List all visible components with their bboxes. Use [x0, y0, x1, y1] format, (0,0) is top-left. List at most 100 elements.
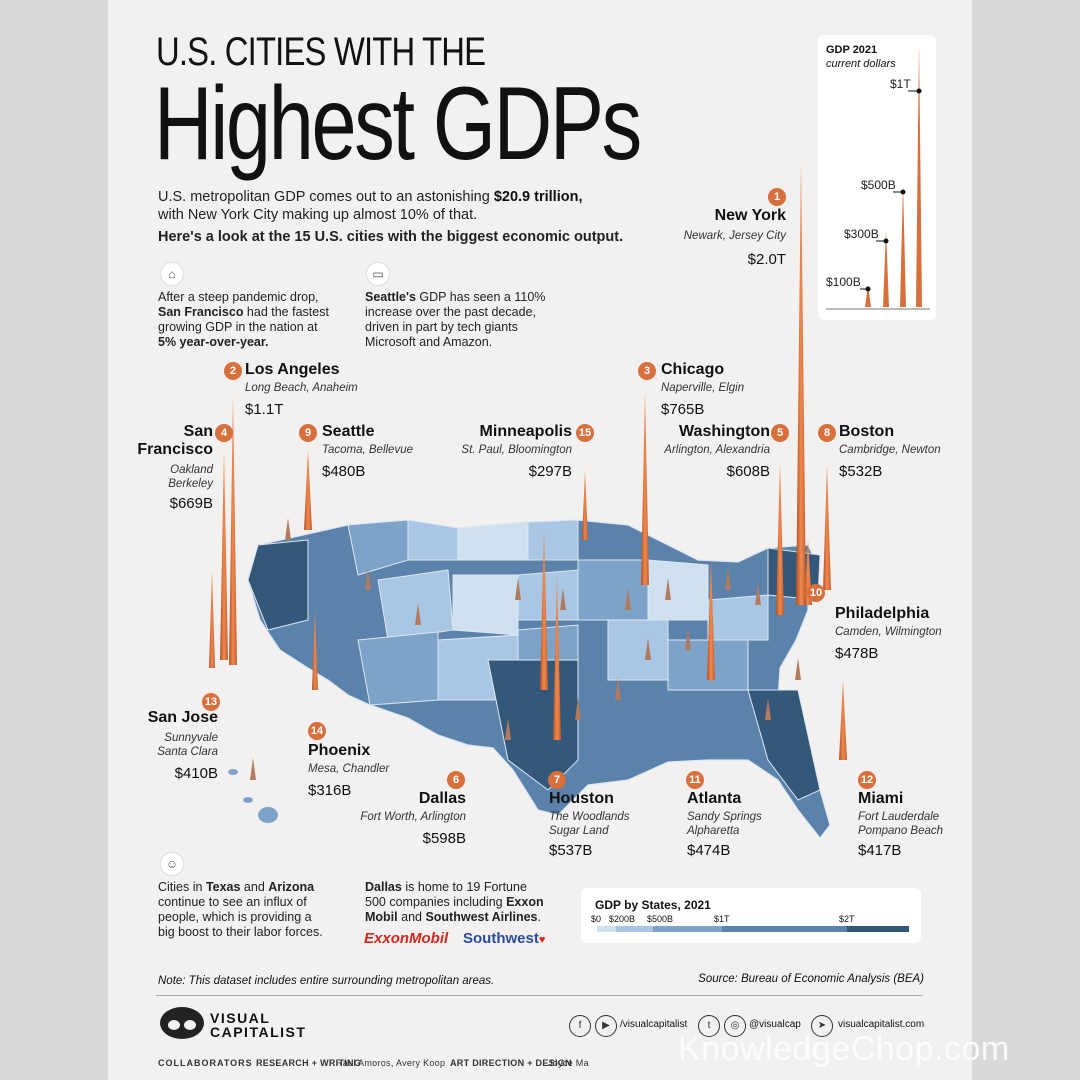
minor-city-spike	[625, 588, 631, 610]
intro-line-2: with New York City making up almost 10% …	[158, 207, 478, 223]
gdp-label-500b: $500B	[861, 178, 896, 192]
rank-badge-9: 9	[299, 424, 317, 442]
city-label-san-jose: San Jose Sunnyvale Santa Clara $410B	[147, 709, 218, 782]
minor-city-spike	[615, 678, 621, 700]
footnote: Note: This dataset includes entire surro…	[158, 975, 495, 987]
rank-badge-1: 1	[768, 188, 786, 206]
legend-tick-200b: $200B	[609, 914, 636, 924]
city-label-boston: Boston Cambridge, Newton $532B	[839, 423, 941, 480]
city-label-chicago: Chicago Naperville, Elgin $765B	[661, 361, 745, 418]
minor-city-spike	[415, 603, 421, 625]
city-label-los-angeles: Los Angeles Long Beach, Anaheim $1.1T	[245, 361, 358, 418]
gdp-scale-title: GDP 2021	[826, 44, 878, 56]
city-label-atlanta: Atlanta Sandy Springs Alpharetta $474B	[687, 790, 762, 859]
spike-miami	[839, 680, 847, 760]
rank-badge-4: 4	[215, 424, 233, 442]
gdp-scale-box: GDP 2021 current dollars $1T $500B $300B…	[818, 35, 936, 320]
spike-boston	[823, 465, 831, 590]
spike-los-angeles	[229, 395, 237, 665]
spike-houston	[553, 575, 561, 740]
title-line-1: U.S. CITIES WITH THE	[156, 30, 486, 74]
credits-ad-label: ART DIRECTION + DESIGN	[450, 1058, 572, 1068]
visual-capitalist-logo-icon	[160, 1007, 204, 1039]
city-label-dallas: Dallas Fort Worth, Arlington $598B	[360, 790, 466, 847]
facebook-icon[interactable]: f	[569, 1015, 591, 1037]
legend-tick-2t: $2T	[839, 914, 855, 924]
people-icon: ☺	[160, 852, 184, 876]
city-label-miami: Miami Fort Lauderdale Pompano Beach $417…	[858, 790, 944, 859]
rank-badge-8: 8	[818, 424, 836, 442]
rank-badge-6: 6	[447, 771, 465, 789]
cursor-icon[interactable]: ➤	[811, 1015, 833, 1037]
legend-tick-1t: $1T	[714, 914, 730, 924]
note-seattle: Seattle's GDP has seen a 110% increase o…	[365, 290, 546, 349]
spike-san-jose	[209, 570, 215, 668]
spike-dallas	[540, 530, 548, 690]
city-label-seattle: Seattle Tacoma, Bellevue $480B	[322, 423, 413, 480]
spike-washington	[776, 462, 784, 615]
note-san-francisco: After a steep pandemic drop, San Francis…	[158, 290, 329, 349]
rank-badge-5: 5	[771, 424, 789, 442]
gdp-scale-spikes	[826, 43, 930, 310]
minor-city-spike	[285, 518, 291, 540]
us-map	[209, 162, 847, 839]
intro-line-1: U.S. metropolitan GDP comes out to an as…	[158, 189, 583, 205]
legend-color-bar	[597, 926, 909, 932]
minor-city-spike	[505, 718, 511, 740]
social-handle-1[interactable]: /visualcapitalist	[620, 1019, 688, 1030]
credits-rw-label: RESEARCH + WRITING	[256, 1058, 362, 1068]
youtube-icon[interactable]: ▶	[595, 1015, 617, 1037]
rank-badge-13: 13	[202, 693, 220, 711]
rank-badge-11: 11	[686, 771, 704, 789]
watermark: KnowledgeChop.com	[678, 1030, 1010, 1068]
city-label-houston: Houston The Woodlands Sugar Land $537B	[549, 790, 630, 859]
legend-title: GDP by States, 2021	[595, 898, 711, 912]
gdp-label-1t: $1T	[890, 77, 911, 91]
note-texas-arizona: Cities in Texas and Arizona continue to …	[158, 880, 323, 939]
spike-chicago	[641, 392, 649, 585]
legend-tick-500b: $500B	[647, 914, 674, 924]
city-label-phoenix: Phoenix Mesa, Chandler $316B	[308, 742, 390, 799]
social-handle-2[interactable]: @visualcap	[749, 1019, 801, 1030]
minor-city-spike	[575, 698, 581, 720]
rank-badge-15: 15	[576, 424, 594, 442]
spike-san-francisco	[220, 450, 228, 660]
rank-badge-12: 12	[858, 771, 876, 789]
spike-minneapolis	[582, 470, 588, 540]
minor-city-spike	[755, 583, 761, 605]
rank-badge-14: 14	[308, 722, 326, 740]
divider	[156, 995, 923, 996]
spike-phoenix	[312, 610, 318, 690]
minor-city-spike	[250, 758, 256, 780]
instagram-icon[interactable]: ◎	[724, 1015, 746, 1037]
rank-badge-7: 7	[548, 771, 566, 789]
website-link[interactable]: visualcapitalist.com	[838, 1019, 925, 1030]
minor-city-spike	[685, 628, 691, 650]
exxonmobil-logo: ExxonMobil	[364, 930, 449, 947]
rank-badge-10: 10	[807, 584, 825, 602]
city-label-san-francisco: San Francisco Oakland Berkeley $669B	[137, 423, 213, 512]
intro-line-3: Here's a look at the 15 U.S. cities with…	[158, 229, 624, 245]
note-dallas: Dallas is home to 19 Fortune 500 compani…	[365, 880, 544, 924]
rank-badge-3: 3	[638, 362, 656, 380]
city-label-philadelphia: Philadelphia Camden, Wilmington $478B	[835, 605, 942, 662]
legend-tick-0: $0	[591, 914, 602, 924]
minor-city-spike	[665, 578, 671, 600]
credits-ad-name: Joyce Ma	[548, 1058, 589, 1068]
city-label-washington: Washington Arlington, Alexandria $608B	[664, 423, 770, 480]
gdp-label-100b: $100B	[826, 275, 861, 289]
credits-rw-names: Raul Amoros, Avery Koop	[336, 1058, 446, 1068]
city-label-minneapolis: Minneapolis St. Paul, Bloomington $297B	[461, 423, 572, 480]
minor-city-spike	[645, 638, 651, 660]
southwest-logo: Southwest♥	[463, 930, 546, 947]
spike-atlanta	[707, 560, 715, 680]
credits-label: COLLABORATORS	[158, 1058, 253, 1068]
laptop-icon: ▭	[366, 262, 390, 286]
city-label-new-york: New York Newark, Jersey City $2.0T	[683, 207, 786, 268]
twitter-icon[interactable]: t	[698, 1015, 720, 1037]
brand-line-2: CAPITALIST	[210, 1024, 307, 1040]
spike-seattle	[304, 450, 312, 530]
minor-city-spike	[515, 578, 521, 600]
spike-new-york	[796, 162, 806, 605]
minor-city-spike	[560, 588, 566, 610]
